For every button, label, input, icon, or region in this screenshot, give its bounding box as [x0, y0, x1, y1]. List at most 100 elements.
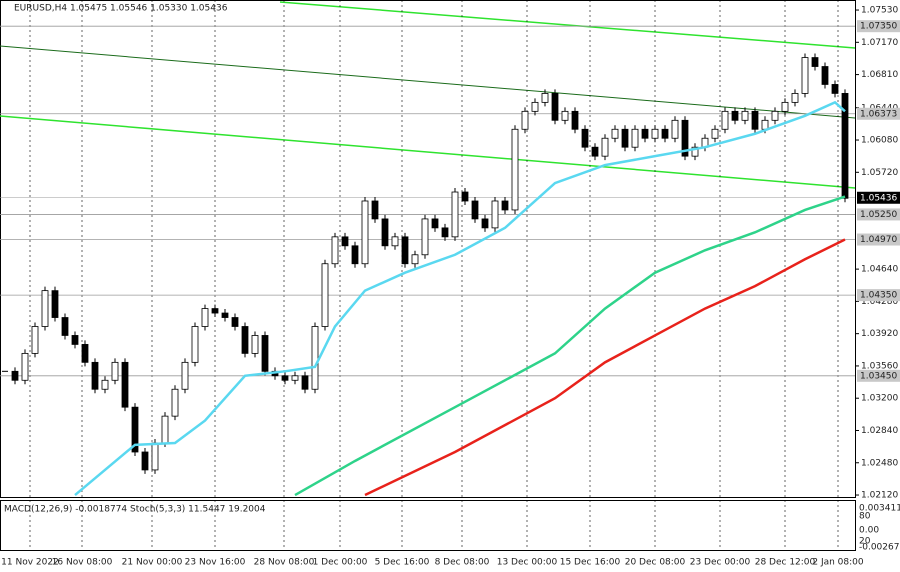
level-box	[857, 20, 900, 33]
oscillator-panel	[0, 500, 856, 551]
candle	[671, 119, 679, 139]
candle	[201, 308, 209, 327]
candle	[81, 344, 89, 363]
level-box	[857, 208, 900, 221]
y-tick-label: 1.06810	[861, 70, 898, 80]
candle	[331, 236, 339, 265]
candle	[591, 146, 599, 157]
current-box	[857, 191, 900, 204]
candle	[111, 361, 119, 381]
y-tick-label: 1.03560	[861, 361, 898, 371]
candle	[351, 245, 359, 265]
candle	[221, 312, 229, 318]
oscillator-label: 20	[859, 537, 871, 547]
candle	[321, 263, 329, 327]
candle	[101, 379, 109, 390]
y-tick-label: 1.02840	[861, 426, 898, 436]
candle	[51, 290, 59, 318]
y-tick-label: 1.06080	[861, 136, 898, 146]
level-label: 1.03450	[860, 371, 897, 381]
oscillator-label: -0.002677	[859, 543, 900, 553]
y-tick-label: 1.04640	[861, 265, 898, 275]
candle	[491, 200, 499, 229]
candle	[611, 128, 619, 139]
x-tick-label: 1 Dec 00:00	[313, 558, 368, 568]
x-tick-label: 2 Jan 08:00	[812, 558, 864, 568]
candle	[11, 370, 19, 381]
candle	[261, 335, 269, 372]
x-tick-label: 21 Nov 00:00	[122, 558, 183, 568]
candle	[521, 110, 529, 130]
candle	[31, 326, 39, 354]
candle	[511, 128, 519, 211]
candle	[691, 146, 699, 157]
level-label: 1.05250	[860, 210, 897, 220]
y-tick-label: 1.04280	[861, 297, 898, 307]
candle	[381, 218, 389, 247]
level-label: 1.04350	[860, 291, 897, 301]
trend-line	[0, 115, 856, 189]
x-tick-label: 16 Nov 08:00	[52, 558, 113, 568]
candle	[431, 218, 439, 229]
candle	[751, 110, 759, 130]
candle	[181, 361, 189, 390]
candle	[441, 227, 449, 238]
candle	[371, 200, 379, 220]
candle	[361, 200, 369, 265]
candle	[291, 375, 299, 381]
candle	[151, 442, 159, 471]
candle	[811, 57, 819, 67]
x-tick-label: 5 Dec 16:00	[375, 558, 430, 568]
level-box	[857, 107, 900, 120]
candle	[761, 119, 769, 130]
candle	[711, 128, 719, 139]
x-tick-label: 8 Dec 08:00	[435, 558, 490, 568]
candle	[411, 254, 419, 265]
level-box	[857, 369, 900, 382]
candle	[231, 317, 239, 327]
candle	[471, 200, 479, 220]
candle	[71, 335, 79, 345]
oscillator-label: 80	[859, 512, 871, 522]
candle	[191, 326, 199, 363]
current-label: 1.05436	[860, 193, 897, 203]
y-tick-label: 1.07170	[861, 38, 898, 48]
candle	[401, 236, 409, 265]
candle	[241, 326, 249, 354]
x-tick-label: 23 Nov 16:00	[185, 558, 246, 568]
candle	[461, 191, 469, 202]
candle	[551, 93, 559, 121]
trend-line	[279, 1, 856, 49]
level-box	[857, 289, 900, 302]
candle	[581, 128, 589, 148]
candle	[61, 317, 69, 336]
candle	[531, 101, 539, 112]
x-tick-label: 28 Nov 08:00	[254, 558, 315, 568]
candle	[841, 93, 849, 199]
candle	[681, 119, 689, 157]
x-tick-label: 15 Dec 16:00	[560, 558, 621, 568]
candle	[741, 110, 749, 121]
candle	[781, 101, 789, 112]
candle	[541, 93, 549, 103]
candle	[791, 93, 799, 103]
oscillator-label: 0.00	[859, 526, 879, 536]
candle	[301, 375, 309, 390]
candle	[731, 110, 739, 121]
candle	[41, 290, 49, 327]
candle	[641, 128, 649, 139]
candle	[391, 236, 399, 247]
candle	[211, 308, 219, 314]
candle	[281, 375, 289, 381]
candle	[601, 137, 609, 157]
y-tick-label: 1.03920	[861, 329, 898, 339]
candle	[251, 335, 259, 354]
level-label: 1.04970	[860, 235, 897, 245]
candle	[421, 218, 429, 256]
x-tick-label: 11 Nov 2022	[1, 558, 59, 568]
oscillator-label: 0.0034114	[859, 504, 900, 514]
candle	[631, 128, 639, 148]
candle	[141, 451, 149, 471]
candle	[171, 388, 179, 417]
